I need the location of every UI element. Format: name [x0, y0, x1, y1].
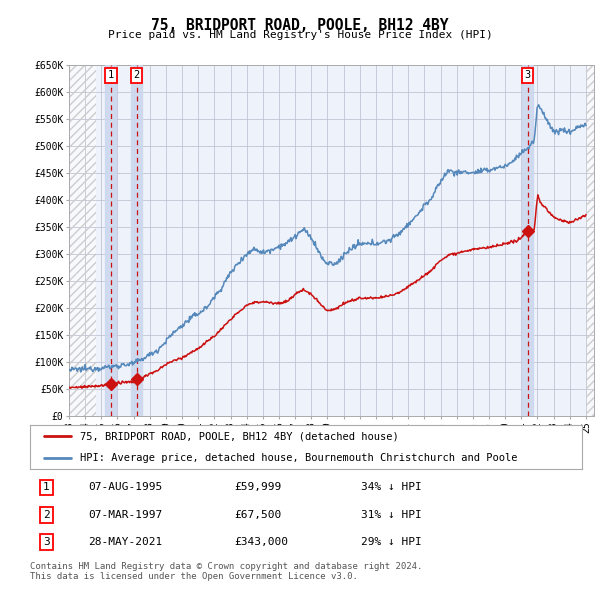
Text: 3: 3 [524, 70, 531, 80]
Text: 31% ↓ HPI: 31% ↓ HPI [361, 510, 422, 520]
Bar [105, 65, 116, 416]
Text: 75, BRIDPORT ROAD, POOLE, BH12 4BY (detached house): 75, BRIDPORT ROAD, POOLE, BH12 4BY (deta… [80, 431, 398, 441]
Bar [586, 65, 594, 416]
Text: 29% ↓ HPI: 29% ↓ HPI [361, 537, 422, 547]
Text: 75, BRIDPORT ROAD, POOLE, BH12 4BY: 75, BRIDPORT ROAD, POOLE, BH12 4BY [151, 18, 449, 32]
Text: Price paid vs. HM Land Registry's House Price Index (HPI): Price paid vs. HM Land Registry's House … [107, 30, 493, 40]
Text: 2: 2 [133, 70, 140, 80]
Text: 3: 3 [43, 537, 50, 547]
Text: 07-MAR-1997: 07-MAR-1997 [88, 510, 162, 520]
Bar [69, 65, 97, 416]
Text: 1: 1 [108, 70, 114, 80]
Text: 2: 2 [43, 510, 50, 520]
Text: £343,000: £343,000 [234, 537, 288, 547]
Bar [522, 65, 533, 416]
Text: Contains HM Land Registry data © Crown copyright and database right 2024.
This d: Contains HM Land Registry data © Crown c… [30, 562, 422, 581]
Text: HPI: Average price, detached house, Bournemouth Christchurch and Poole: HPI: Average price, detached house, Bour… [80, 453, 517, 463]
Bar [131, 65, 142, 416]
Text: 28-MAY-2021: 28-MAY-2021 [88, 537, 162, 547]
Text: £59,999: £59,999 [234, 483, 281, 493]
Bar [586, 65, 594, 416]
Text: 07-AUG-1995: 07-AUG-1995 [88, 483, 162, 493]
Text: £67,500: £67,500 [234, 510, 281, 520]
Bar [69, 65, 97, 416]
Text: 1: 1 [43, 483, 50, 493]
Text: 34% ↓ HPI: 34% ↓ HPI [361, 483, 422, 493]
